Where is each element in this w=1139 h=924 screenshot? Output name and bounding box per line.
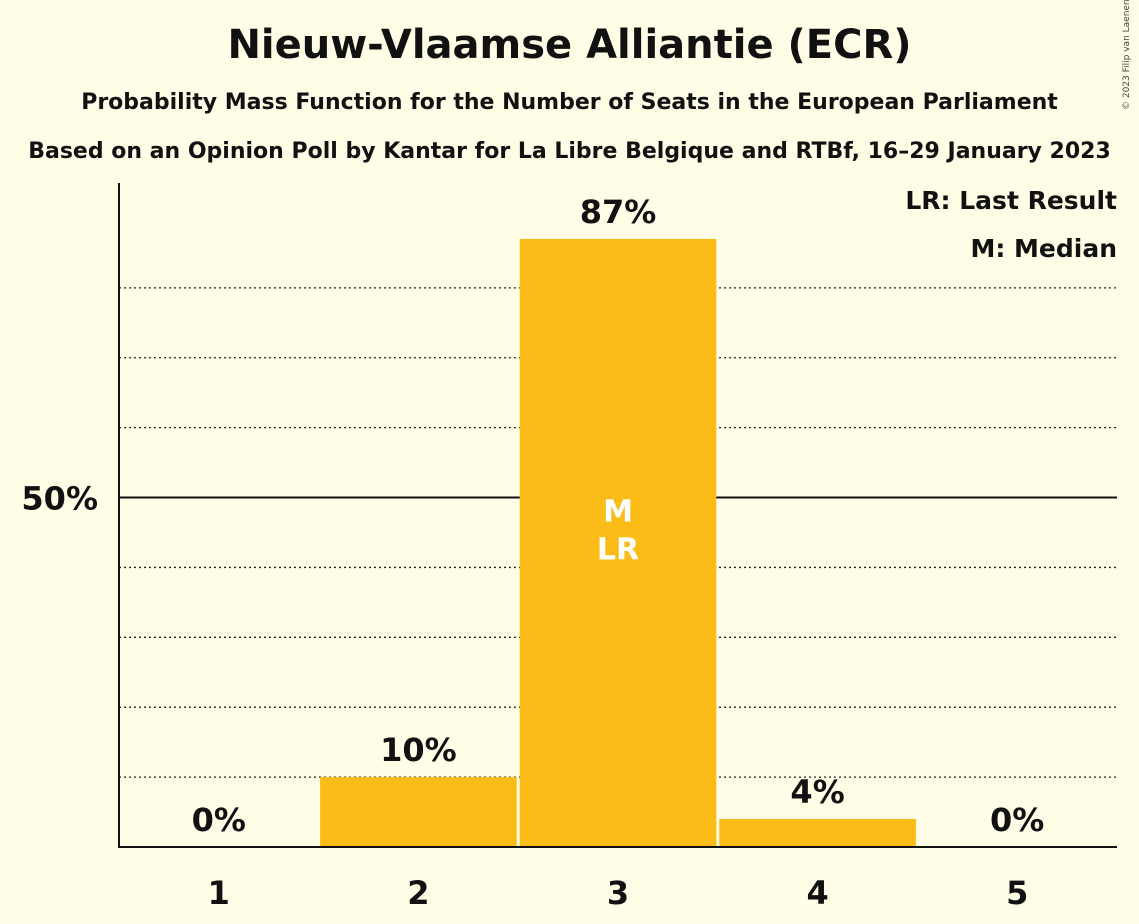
value-label: 10% <box>380 731 457 769</box>
chart-subtitle: Probability Mass Function for the Number… <box>81 90 1058 115</box>
median-marker: M <box>603 495 633 530</box>
bars <box>320 238 916 848</box>
bar-seat-3 <box>519 238 717 848</box>
value-label: 87% <box>580 193 657 231</box>
x-tick-label: 4 <box>806 874 828 912</box>
x-tick-label: 3 <box>607 874 629 912</box>
bar-seat-4 <box>719 819 916 847</box>
value-label: 0% <box>192 801 246 839</box>
tick-labels: 1 2 3 4 5 50% <box>21 480 1028 912</box>
value-labels: 0% 10% 87% 4% 0% MLR <box>192 193 1045 839</box>
gridlines <box>119 287 1117 778</box>
value-label: 0% <box>990 801 1044 839</box>
axes <box>118 183 1117 848</box>
x-tick-label: 1 <box>208 874 230 912</box>
chart-source-line: Based on an Opinion Poll by Kantar for L… <box>28 139 1111 164</box>
y-tick-label: 50% <box>21 480 98 518</box>
legend-median: M: Median <box>970 234 1117 263</box>
x-tick-label: 5 <box>1006 874 1028 912</box>
legend-last-result: LR: Last Result <box>905 186 1117 215</box>
last-result-marker: LR <box>597 533 639 568</box>
value-label: 4% <box>790 773 844 811</box>
x-tick-label: 2 <box>407 874 429 912</box>
bar-seat-2 <box>320 777 517 847</box>
chart-title: Nieuw-Vlaamse Alliantie (ECR) <box>227 22 912 68</box>
